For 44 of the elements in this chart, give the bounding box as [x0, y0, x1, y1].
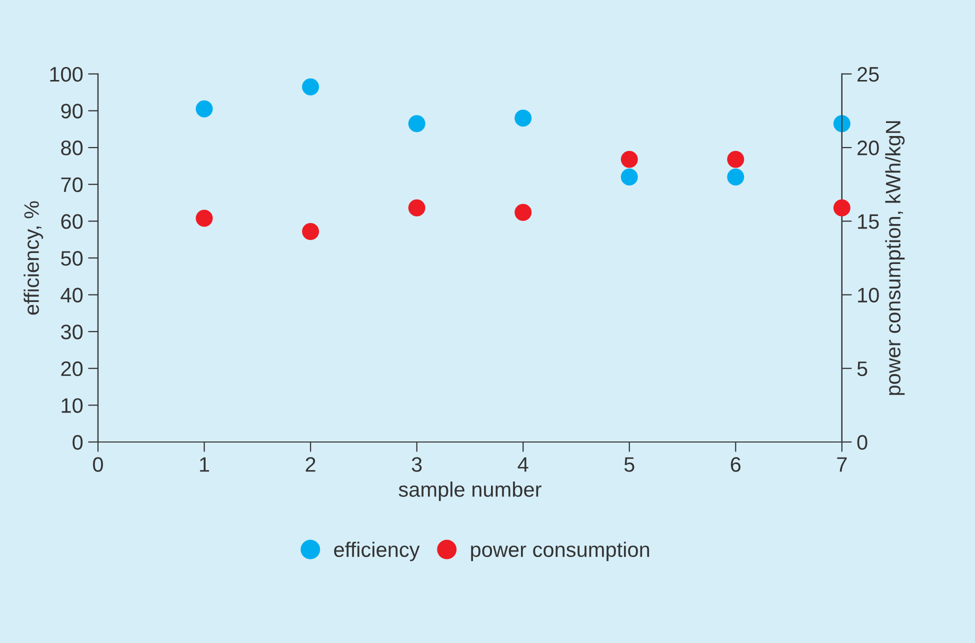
y-tick-label: 100 — [50, 66, 83, 82]
x-tick-label: 1 — [200, 457, 210, 472]
y-tick-label: 50 — [61, 250, 83, 266]
point — [833, 115, 850, 132]
point — [514, 204, 532, 221]
legend-label: power consumption — [471, 542, 650, 562]
point — [620, 168, 638, 186]
y-tick-label: 0 — [72, 435, 83, 450]
y2-tick-label: 25 — [858, 66, 879, 82]
y-tick-label: 70 — [61, 177, 83, 192]
y2-tick-label: 5 — [857, 362, 868, 376]
y2-tick-label: 0 — [857, 435, 868, 450]
y-tick-label: 80 — [61, 140, 83, 156]
point — [833, 199, 850, 216]
x-tick-label: 6 — [730, 457, 741, 472]
point — [302, 222, 320, 240]
x-tick-label: 0 — [93, 457, 103, 472]
y2-tick-label: 15 — [858, 214, 879, 229]
point — [302, 78, 320, 96]
x-tick-label: 4 — [518, 457, 528, 472]
x-axis-title: sample number — [398, 482, 542, 501]
point — [620, 150, 638, 168]
y2-axis-title: power consumption, kWh/kgN — [885, 121, 905, 395]
point — [196, 210, 213, 227]
x-tick-label: 5 — [624, 457, 634, 472]
y-tick-label: 20 — [61, 361, 83, 376]
y-tick-label: 90 — [61, 104, 83, 119]
point — [408, 115, 426, 132]
y-tick-label: 60 — [61, 214, 83, 229]
x-tick-label: 2 — [306, 457, 316, 472]
point — [727, 150, 744, 168]
x-tick-label: 3 — [412, 457, 422, 472]
y2-tick-label: 20 — [858, 140, 879, 156]
point — [727, 168, 744, 186]
y-tick-label: 30 — [61, 324, 83, 340]
x-tick-label: 7 — [837, 457, 847, 472]
point — [514, 110, 532, 127]
y-tick-label: 10 — [62, 398, 83, 413]
legend-label: efficiency — [334, 542, 420, 562]
y-axis-title: efficiency, % — [24, 201, 44, 315]
point — [408, 199, 426, 216]
point — [196, 100, 213, 118]
y2-tick-label: 10 — [858, 288, 879, 303]
y-tick-label: 40 — [60, 288, 83, 303]
